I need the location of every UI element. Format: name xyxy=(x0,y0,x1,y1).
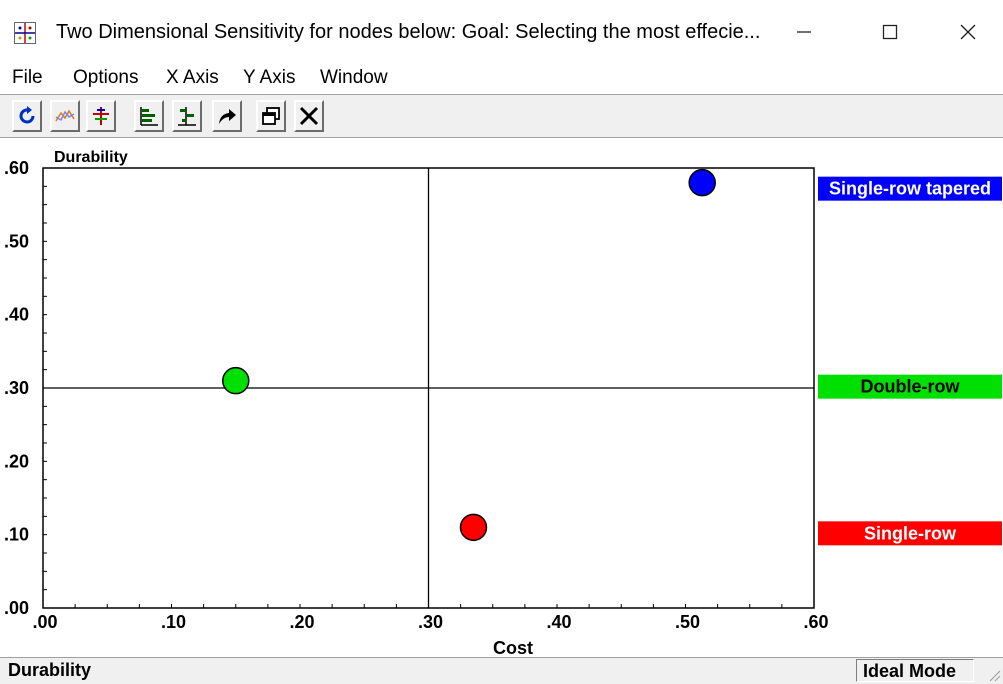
y-axis-label: Durability xyxy=(54,149,128,166)
x-tick-label: .20 xyxy=(289,612,314,632)
minimize-button[interactable] xyxy=(776,10,832,54)
crosshair-icon xyxy=(93,107,109,125)
bars-alt-button[interactable] xyxy=(172,100,202,132)
x-tick-label: .60 xyxy=(803,612,828,632)
title-bar: Two Dimensional Sensitivity for nodes be… xyxy=(0,0,1003,62)
y-tick-label: .50 xyxy=(4,231,29,251)
close-icon xyxy=(960,24,976,40)
maximize-icon xyxy=(882,24,898,40)
menu-window[interactable]: Window xyxy=(320,67,388,88)
close-x-icon xyxy=(299,106,319,126)
status-bar: Durability Ideal Mode xyxy=(0,657,1003,684)
x-tick-label: .30 xyxy=(418,612,443,632)
copy-window-icon xyxy=(262,107,280,125)
data-point[interactable] xyxy=(688,168,716,197)
line-graph-icon xyxy=(55,109,75,122)
minimize-icon xyxy=(797,31,811,33)
x-tick-label: .50 xyxy=(675,612,700,632)
redo-arrow-icon xyxy=(219,109,236,124)
point-label: Double-row xyxy=(861,377,961,397)
close-button[interactable] xyxy=(940,10,996,54)
data-point[interactable] xyxy=(222,366,250,395)
menu-x-axis[interactable]: X Axis xyxy=(166,67,219,88)
toolbar xyxy=(0,94,1003,138)
point-label-box xyxy=(818,176,1002,201)
point-label-box xyxy=(818,521,1002,546)
line-graph-button[interactable] xyxy=(50,100,80,132)
point-label-box xyxy=(818,374,1002,399)
x-tick-label: .00 xyxy=(32,612,57,632)
y-tick-label: .60 xyxy=(4,158,29,178)
y-tick-label: .20 xyxy=(4,451,29,471)
bars-icon xyxy=(140,107,158,126)
y-tick-label: .40 xyxy=(4,305,29,325)
refresh-icon xyxy=(19,106,35,124)
point-label: Single-row xyxy=(864,523,957,543)
x-tick-label: .10 xyxy=(161,612,186,632)
crosshair-button[interactable] xyxy=(86,100,116,132)
menu-options[interactable]: Options xyxy=(73,67,139,88)
data-point[interactable] xyxy=(459,513,488,542)
status-mode: Ideal Mode xyxy=(856,659,974,682)
app-icon xyxy=(14,22,36,44)
sensitivity-chart: Durability Cost .00 .10 .20 .30 .40 .50 .60 .00… xyxy=(4,149,1002,657)
y-tick-label: .30 xyxy=(4,378,29,398)
status-current-axis: Durability xyxy=(8,660,92,680)
x-tick-label: .40 xyxy=(546,612,571,632)
resize-grip-icon[interactable] xyxy=(987,668,1001,682)
y-tick-label: .10 xyxy=(4,525,29,545)
redo-arrow-button[interactable] xyxy=(212,100,242,132)
bars-alt-icon xyxy=(178,107,196,126)
refresh-button[interactable] xyxy=(12,100,42,132)
window-title: Two Dimensional Sensitivity for nodes be… xyxy=(56,21,761,43)
point-label: Single-row tapered xyxy=(829,179,991,199)
menu-bar: File Options X Axis Y Axis Window xyxy=(0,62,1003,94)
y-tick-label: .00 xyxy=(4,598,29,618)
menu-file[interactable]: File xyxy=(12,67,43,88)
copy-window-button[interactable] xyxy=(256,100,286,132)
maximize-button[interactable] xyxy=(862,10,918,54)
x-axis-label: Cost xyxy=(493,638,533,657)
bars-button[interactable] xyxy=(134,100,164,132)
menu-y-axis[interactable]: Y Axis xyxy=(243,67,296,88)
close-graph-button[interactable] xyxy=(294,100,324,132)
